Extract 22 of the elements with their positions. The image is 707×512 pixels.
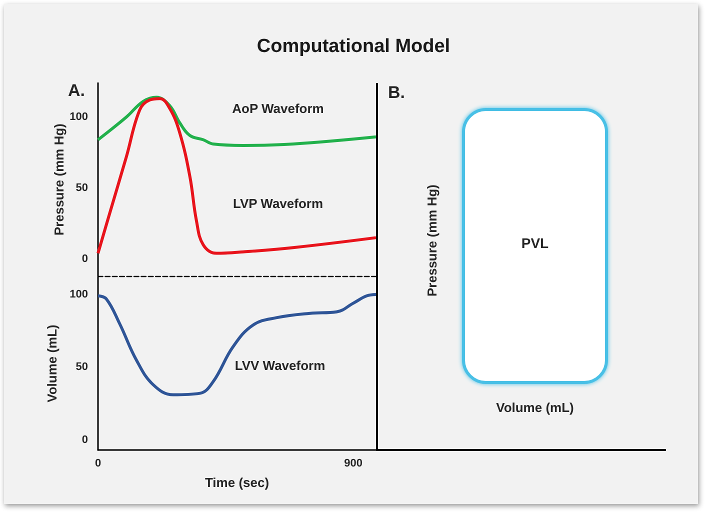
y-tick-label: 0 [82, 434, 88, 446]
y-tick-label: 50 [76, 182, 88, 194]
text: Pressure (mm Hg) [424, 184, 440, 298]
annotation: LVP Waveform [232, 196, 324, 211]
y-axis-title: Pressure (mm Hg) [52, 124, 67, 236]
x-tick-label: 900 [344, 458, 362, 470]
annotation: LVV Waveform [234, 358, 326, 373]
text: B. [388, 83, 405, 103]
x-axis-title: Time (sec) [204, 475, 270, 490]
y-axis-title: Volume (mL) [44, 324, 60, 402]
y-tick-label: 0 [82, 252, 88, 265]
line-series [96, 96, 378, 147]
line-series [96, 97, 378, 255]
chart-title: Computational Model [256, 36, 450, 57]
text: Volume (mL) [495, 400, 575, 415]
y-tick-label: 50 [76, 361, 88, 374]
y-tick-label: 100 [70, 111, 88, 124]
text: A. [68, 81, 85, 100]
text: PVL [520, 235, 550, 251]
annotation: AoP Waveform [232, 101, 324, 116]
y-tick-label: 100 [70, 288, 88, 300]
line-series [96, 292, 378, 396]
